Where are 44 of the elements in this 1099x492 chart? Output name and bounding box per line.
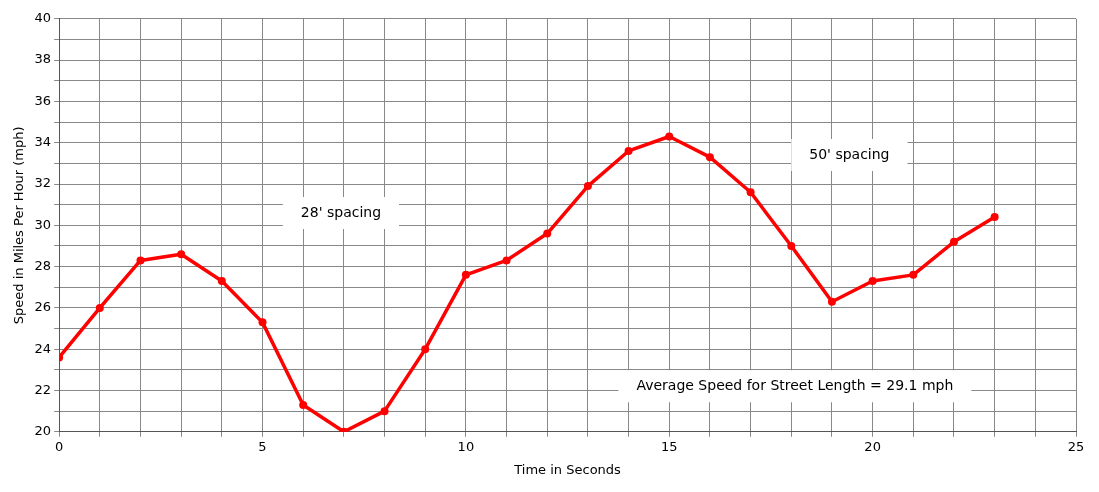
y-tick-label: 22 bbox=[34, 381, 52, 397]
y-tick-label: 30 bbox=[34, 216, 52, 232]
point bbox=[299, 400, 308, 409]
x-tick-label: 20 bbox=[864, 438, 881, 454]
y-tick-label: 28 bbox=[34, 257, 52, 273]
x-tick-label: 5 bbox=[258, 438, 267, 454]
point bbox=[136, 256, 145, 265]
annotation: Average Speed for Street Length = 29.1 mph bbox=[636, 377, 954, 394]
y-tick-label: 24 bbox=[34, 340, 52, 356]
x-tick-label: 25 bbox=[1067, 438, 1085, 454]
point bbox=[95, 303, 104, 312]
point bbox=[868, 277, 877, 286]
point bbox=[380, 407, 389, 416]
y-tick-label: 40 bbox=[34, 10, 52, 26]
y-tick-label: 36 bbox=[34, 92, 52, 108]
y-tick-label: 38 bbox=[34, 51, 52, 67]
x-tick-label: 0 bbox=[55, 438, 64, 454]
x-tick-label: 10 bbox=[457, 438, 475, 454]
point bbox=[949, 237, 958, 246]
point bbox=[624, 146, 633, 155]
point bbox=[787, 241, 796, 250]
point bbox=[217, 277, 226, 286]
point bbox=[421, 345, 430, 354]
y-axis-title: Speed in Miles Per Hour (mph) bbox=[11, 126, 27, 325]
point bbox=[909, 270, 918, 279]
point bbox=[461, 270, 470, 279]
y-tick-label: 32 bbox=[34, 175, 52, 191]
point bbox=[543, 229, 552, 238]
point bbox=[990, 213, 999, 222]
y-tick-label: 26 bbox=[34, 299, 52, 315]
point bbox=[746, 188, 755, 197]
point bbox=[258, 318, 267, 327]
annotation: 28' spacing bbox=[300, 203, 382, 220]
point bbox=[177, 250, 186, 259]
point bbox=[705, 153, 714, 162]
point bbox=[665, 132, 674, 141]
point bbox=[827, 297, 836, 306]
point bbox=[502, 256, 511, 265]
x-axis-title: Time in Seconds bbox=[513, 461, 622, 477]
y-tick-label: 34 bbox=[34, 134, 52, 150]
point bbox=[583, 182, 592, 191]
y-tick-label: 20 bbox=[34, 423, 52, 439]
annotation: 50' spacing bbox=[809, 145, 890, 162]
x-tick-label: 15 bbox=[660, 438, 678, 454]
